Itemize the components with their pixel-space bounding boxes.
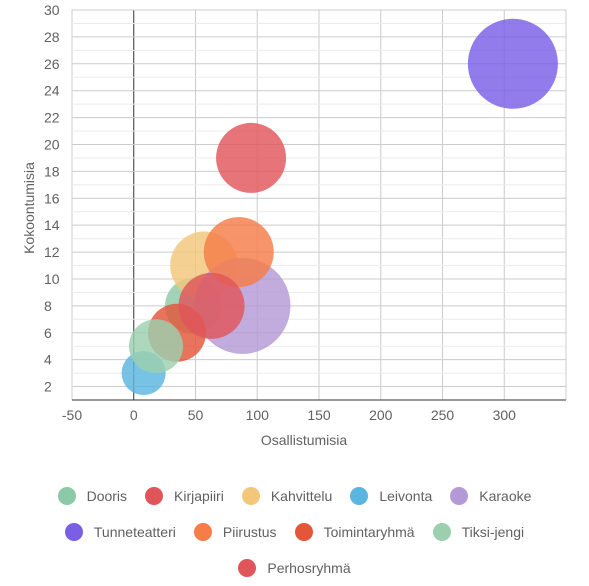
legend-label: Dooris: [86, 488, 128, 504]
legend-item[interactable]: Kirjapiiri: [145, 487, 224, 505]
legend-label: Toimintaryhmä: [323, 524, 415, 540]
x-axis-title: Osallistumisia: [261, 432, 348, 448]
legend-swatch: [241, 487, 260, 505]
legend-label: Perhosryhmä: [267, 560, 351, 576]
legend-swatch: [238, 559, 257, 577]
legend-swatch: [450, 487, 469, 505]
legend-label: Tiksi-jengi: [461, 524, 525, 540]
legend-item[interactable]: Kahvittelu: [241, 487, 333, 505]
y-tick-label: 30: [44, 2, 60, 18]
y-tick-label: 2: [44, 379, 52, 395]
y-tick-label: 10: [44, 271, 60, 287]
y-tick-label: 6: [44, 325, 52, 341]
y-tick-label: 14: [44, 217, 60, 233]
legend-item[interactable]: Piirustus: [193, 523, 277, 541]
legend-swatch: [193, 523, 212, 541]
y-tick-label: 18: [44, 163, 60, 179]
legend-item[interactable]: Dooris: [57, 487, 128, 505]
legend-row: Dooris Kirjapiiri Kahvittelu Leivonta Karaok…: [0, 478, 589, 514]
y-tick-label: 20: [44, 136, 60, 152]
legend-label: Karaoke: [479, 488, 532, 504]
x-tick-label: 100: [246, 407, 270, 423]
legend-row: Tunneteatteri Piirustus Toimintaryhmä Tiksi…: [0, 514, 589, 550]
legend-swatch: [145, 487, 164, 505]
x-tick-label: -50: [62, 407, 82, 423]
y-tick-label: 22: [44, 110, 60, 126]
bubble-kirjapiiri[interactable]: [216, 122, 287, 193]
y-axis-title: Kokoontumisia: [21, 162, 37, 254]
legend-label: Leivonta: [379, 488, 433, 504]
y-tick-label: 4: [44, 352, 52, 368]
x-tick-label: 150: [307, 407, 331, 423]
y-tick-label: 16: [44, 190, 60, 206]
chart-legend: Dooris Kirjapiiri Kahvittelu Leivonta Karaok…: [0, 478, 589, 586]
y-tick-label: 28: [44, 29, 60, 45]
legend-label: Kahvittelu: [270, 488, 333, 504]
legend-label: Kirjapiiri: [174, 488, 224, 504]
legend-swatch: [350, 487, 369, 505]
legend-swatch: [432, 523, 451, 541]
legend-item[interactable]: Tiksi-jengi: [432, 523, 525, 541]
y-tick-label: 24: [44, 83, 60, 99]
y-tick-label: 26: [44, 56, 60, 72]
y-tick-label: 12: [44, 244, 60, 260]
bubble-tunneteatteri[interactable]: [467, 18, 558, 109]
legend-item[interactable]: Leivonta: [350, 487, 432, 505]
x-tick-label: 300: [493, 407, 517, 423]
legend-item[interactable]: Karaoke: [450, 487, 531, 505]
legend-label: Piirustus: [222, 524, 277, 540]
legend-item[interactable]: Tunneteatteri: [64, 523, 176, 541]
x-tick-label: 0: [130, 407, 138, 423]
x-tick-label: 200: [369, 407, 393, 423]
bubble-piirustus[interactable]: [203, 217, 274, 288]
x-axis-ticks: -50 0 50 100 150 200 250 300: [62, 407, 516, 423]
legend-swatch: [294, 523, 313, 541]
chart-bubbles: [121, 18, 558, 396]
legend-row: Perhosryhmä: [0, 550, 589, 586]
y-tick-label: 8: [44, 298, 52, 314]
x-tick-label: 50: [188, 407, 204, 423]
x-tick-label: 250: [431, 407, 455, 423]
legend-swatch: [57, 487, 76, 505]
legend-swatch: [64, 523, 83, 541]
bubble-perhosryhm-[interactable]: [178, 272, 245, 339]
bubble-tiksi-jengi[interactable]: [128, 319, 183, 374]
legend-item[interactable]: Perhosryhmä: [238, 559, 351, 577]
legend-item[interactable]: Toimintaryhmä: [294, 523, 415, 541]
legend-label: Tunneteatteri: [93, 524, 176, 540]
